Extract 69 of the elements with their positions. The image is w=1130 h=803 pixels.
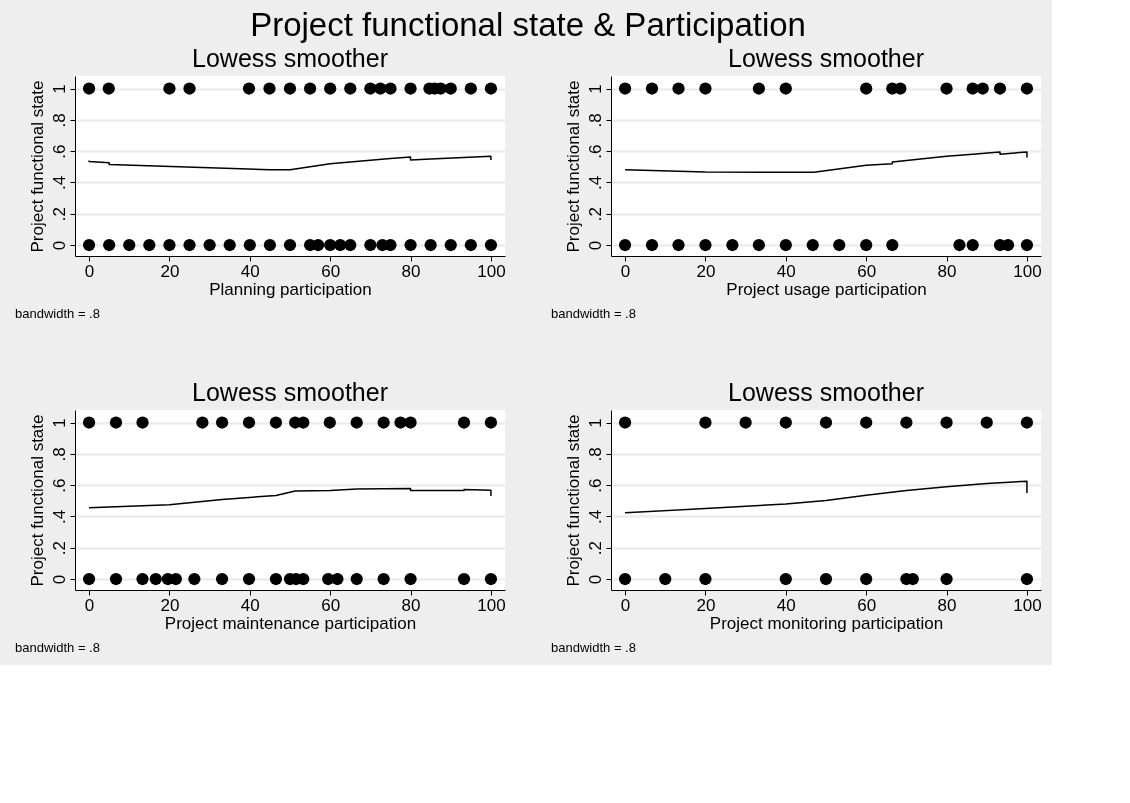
x-tick-label: 20 xyxy=(696,595,716,615)
y-tick-label: .4 xyxy=(49,509,69,525)
text: bandwidth = .8 xyxy=(15,640,100,655)
y-tick-label: 1 xyxy=(49,84,69,94)
line-series xyxy=(624,151,1028,174)
y-tick-label: .2 xyxy=(585,541,605,556)
x-tick-label: 100 xyxy=(477,261,506,281)
x-tick-label: 40 xyxy=(240,261,260,281)
x-tick-label: 100 xyxy=(477,595,506,615)
y-tick-label: 0 xyxy=(585,240,605,251)
x-tick-label: 60 xyxy=(321,261,341,281)
y-tick-label: 0 xyxy=(585,574,605,585)
x-tick-label: 80 xyxy=(401,595,421,615)
x-tick-label: 20 xyxy=(160,261,180,281)
x-tick-label: 40 xyxy=(776,261,796,281)
chart-title: Project functional state & Participation xyxy=(250,6,806,43)
x-tick-label: 0 xyxy=(620,595,631,615)
x-tick-label: 100 xyxy=(1013,595,1042,615)
y-tick-label: .8 xyxy=(585,447,605,462)
x-tick-label: 0 xyxy=(620,261,631,281)
y-tick-label: 1 xyxy=(585,84,605,94)
x-tick-label: 60 xyxy=(321,595,341,615)
x-axis-title: Project usage participation xyxy=(726,279,927,299)
chart-title: Lowess smoother xyxy=(728,378,924,406)
y-tick-label: 1 xyxy=(49,418,69,428)
x-tick-label: 60 xyxy=(857,595,877,615)
y-tick-label: .2 xyxy=(49,541,69,556)
y-tick-label: .6 xyxy=(585,144,605,159)
y-tick-label: .6 xyxy=(49,144,69,159)
x-axis-title: Project maintenance participation xyxy=(164,613,417,633)
y-axis-title: Project functional state xyxy=(563,80,583,253)
y-tick-label: .8 xyxy=(49,113,69,128)
line-series xyxy=(88,487,492,509)
x-tick-label: 0 xyxy=(84,595,95,615)
y-axis-title: Project functional state xyxy=(563,414,583,587)
x-tick-label: 20 xyxy=(696,261,716,281)
y-tick-label: .4 xyxy=(585,175,605,191)
text: bandwidth = .8 xyxy=(551,640,636,655)
x-axis-title: Project monitoring participation xyxy=(709,613,944,633)
y-tick-label: .4 xyxy=(49,175,69,191)
x-axis-title: Planning participation xyxy=(209,279,372,299)
line-series xyxy=(88,155,492,171)
line-series xyxy=(624,480,1028,514)
y-tick-label: .6 xyxy=(585,478,605,493)
y-axis-title: Project functional state xyxy=(27,414,47,587)
x-tick-label: 100 xyxy=(1013,261,1042,281)
y-tick-label: .6 xyxy=(49,478,69,493)
x-tick-label: 80 xyxy=(937,261,957,281)
x-tick-label: 20 xyxy=(160,595,180,615)
y-tick-label: 1 xyxy=(585,418,605,428)
chart-title: Lowess smoother xyxy=(192,378,388,406)
y-tick-label: 0 xyxy=(49,574,69,585)
y-tick-label: 0 xyxy=(49,240,69,251)
y-axis-title: Project functional state xyxy=(27,80,47,253)
y-tick-label: .4 xyxy=(585,509,605,525)
y-tick-label: .8 xyxy=(585,113,605,128)
y-tick-label: .8 xyxy=(49,447,69,462)
chart-subtitle: Lowess smoother xyxy=(192,44,388,72)
x-tick-label: 0 xyxy=(84,261,95,281)
y-tick-label: .2 xyxy=(49,207,69,222)
text: bandwidth = .8 xyxy=(551,306,636,321)
x-tick-label: 80 xyxy=(937,595,957,615)
text: bandwidth = .8 xyxy=(15,306,100,321)
x-tick-label: 40 xyxy=(776,595,796,615)
x-tick-label: 60 xyxy=(857,261,877,281)
y-tick-label: .2 xyxy=(585,207,605,222)
x-tick-label: 80 xyxy=(401,261,421,281)
x-tick-label: 40 xyxy=(240,595,260,615)
chart-title: Lowess smoother xyxy=(728,44,924,72)
